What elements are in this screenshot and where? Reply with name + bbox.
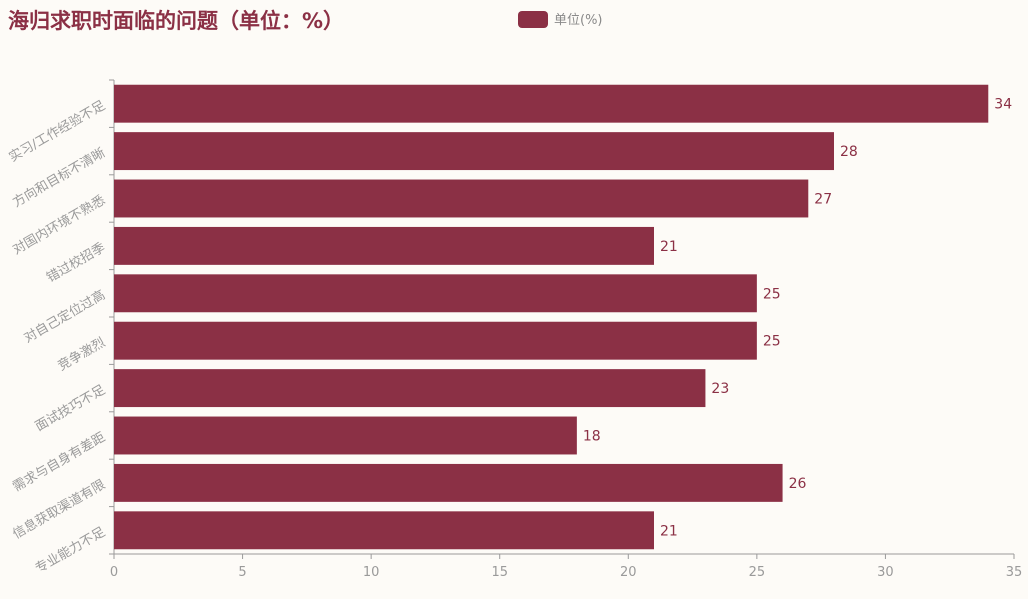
x-tick-label: 35 [1006, 565, 1023, 580]
bar-value-label: 25 [763, 334, 781, 350]
x-tick-label: 15 [491, 565, 508, 580]
category-label: 面试技巧不足 [33, 383, 108, 435]
bar-value-label: 25 [763, 286, 781, 302]
bar [114, 179, 809, 218]
bar-value-label: 21 [660, 523, 678, 539]
legend[interactable]: 单位(%) [518, 11, 603, 28]
bar [114, 274, 757, 313]
bar [114, 511, 654, 550]
x-tick-label: 25 [749, 565, 766, 580]
bar [114, 321, 757, 360]
bar [114, 463, 783, 502]
bar-value-label: 23 [711, 381, 729, 397]
bar-value-label: 27 [814, 192, 832, 208]
legend-label: 单位(%) [554, 13, 603, 28]
x-tick-label: 10 [363, 565, 380, 580]
legend-swatch [518, 11, 548, 28]
x-tick-label: 30 [877, 565, 894, 580]
bar [114, 226, 654, 265]
bar [114, 132, 834, 171]
bar-value-label: 34 [994, 97, 1012, 113]
x-tick-label: 5 [238, 565, 246, 580]
bar-value-label: 18 [583, 429, 601, 445]
bar-value-label: 21 [660, 239, 678, 255]
category-label: 竞争激烈 [55, 334, 108, 374]
category-label: 专业能力不足 [33, 525, 108, 577]
chart-title: 海归求职时面临的问题（单位：%） [8, 9, 344, 33]
bar-value-label: 26 [789, 476, 807, 492]
bar [114, 416, 577, 455]
bar [114, 369, 706, 408]
category-label: 错过校招季 [44, 240, 108, 286]
bar-value-label: 28 [840, 144, 858, 160]
x-tick-label: 20 [620, 565, 637, 580]
bar [114, 84, 989, 123]
x-tick-label: 0 [110, 565, 118, 580]
